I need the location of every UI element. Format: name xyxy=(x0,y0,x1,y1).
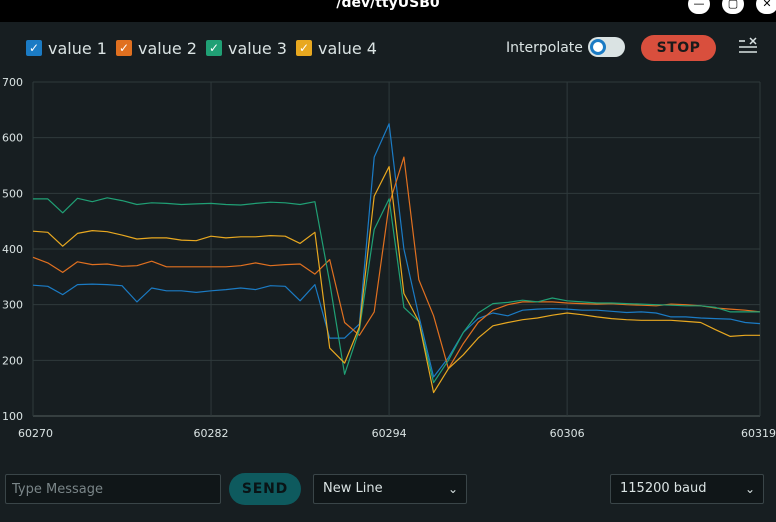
clear-menu-icon[interactable] xyxy=(737,37,759,57)
y-tick-label: 600 xyxy=(2,132,23,145)
serial-plot-chart: 100 200 300 400 500 600 700 60270 60282 60294 603… xyxy=(2,76,776,440)
x-axis-labels: 60270 60282 60294 60306 60319 xyxy=(18,427,776,440)
value-2-label: value 2 xyxy=(138,38,197,58)
interpolate-toggle[interactable] xyxy=(588,37,625,57)
toggle-knob xyxy=(590,39,606,55)
chart-series-lines xyxy=(32,123,761,394)
value-3-label: value 3 xyxy=(228,38,287,58)
chart-grid xyxy=(32,81,761,417)
value-2-checkbox[interactable]: ✓ xyxy=(116,40,132,56)
y-tick-label: 500 xyxy=(2,187,23,200)
y-axis-labels: 100 200 300 400 500 600 700 xyxy=(2,76,23,423)
x-tick-label: 60282 xyxy=(194,427,229,440)
plotter-toolbar: ✓ value 1 ✓ value 2 ✓ value 3 ✓ value 4 … xyxy=(0,22,776,72)
stop-button[interactable]: STOP xyxy=(641,35,716,61)
legend-item-value-3[interactable]: ✓ value 3 xyxy=(206,38,287,58)
window-title: /dev/ttyUSB0 xyxy=(336,0,440,11)
chevron-down-icon: ⌄ xyxy=(744,482,755,496)
message-input[interactable] xyxy=(5,474,221,504)
close-button[interactable]: ✕ xyxy=(756,0,776,14)
minimize-button[interactable]: — xyxy=(688,0,710,14)
line-ending-value: New Line xyxy=(323,481,383,496)
x-tick-label: 60270 xyxy=(18,427,53,440)
value-1-label: value 1 xyxy=(48,38,107,58)
value-4-checkbox[interactable]: ✓ xyxy=(296,40,312,56)
baud-rate-select[interactable]: 115200 baud ⌄ xyxy=(610,474,764,504)
send-button[interactable]: SEND xyxy=(229,473,301,505)
y-tick-label: 100 xyxy=(2,410,23,423)
series-line-value-3 xyxy=(33,197,760,384)
y-tick-label: 700 xyxy=(2,76,23,89)
legend-item-value-1[interactable]: ✓ value 1 xyxy=(26,38,107,58)
x-tick-label: 60319 xyxy=(741,427,776,440)
y-tick-label: 200 xyxy=(2,354,23,367)
maximize-button[interactable]: ▢ xyxy=(722,0,744,14)
baud-rate-value: 115200 baud xyxy=(620,481,707,496)
value-1-checkbox[interactable]: ✓ xyxy=(26,40,42,56)
window-titlebar: /dev/ttyUSB0 — ▢ ✕ xyxy=(0,0,776,22)
y-tick-label: 300 xyxy=(2,299,23,312)
x-tick-label: 60294 xyxy=(372,427,407,440)
message-bar: SEND New Line ⌄ 115200 baud ⌄ xyxy=(0,470,776,510)
line-ending-select[interactable]: New Line ⌄ xyxy=(313,474,467,504)
series-line-value-2 xyxy=(32,156,761,370)
legend-item-value-2[interactable]: ✓ value 2 xyxy=(116,38,197,58)
series-line-value-1 xyxy=(32,123,761,378)
y-tick-label: 400 xyxy=(2,243,23,256)
legend-item-value-4[interactable]: ✓ value 4 xyxy=(296,38,377,58)
series-line-value-4 xyxy=(32,165,760,394)
chevron-down-icon: ⌄ xyxy=(447,482,458,496)
interpolate-label: Interpolate xyxy=(506,40,583,56)
x-tick-label: 60306 xyxy=(550,427,585,440)
value-3-checkbox[interactable]: ✓ xyxy=(206,40,222,56)
value-4-label: value 4 xyxy=(318,38,377,58)
